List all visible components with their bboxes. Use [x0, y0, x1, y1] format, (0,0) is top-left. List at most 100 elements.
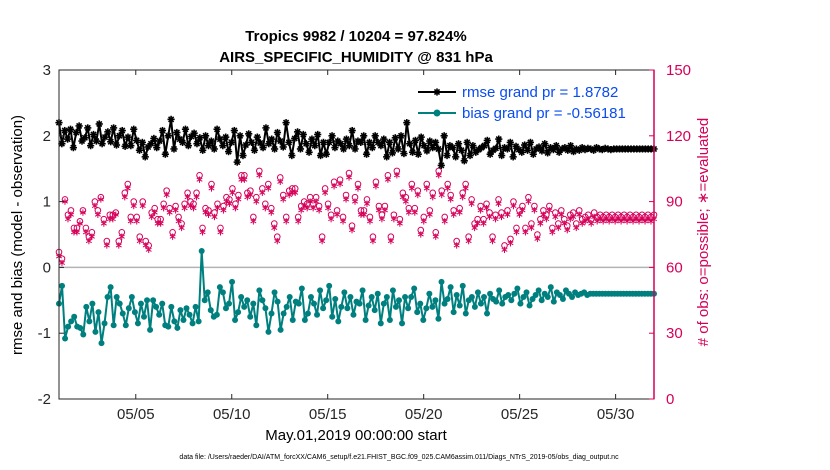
evaluated-point	[426, 211, 433, 218]
evaluated-point	[298, 207, 305, 214]
evaluated-point	[184, 194, 191, 201]
bias-point	[371, 307, 378, 314]
rmse-point	[64, 135, 72, 143]
rmse-point	[236, 132, 244, 140]
bias-point	[347, 294, 354, 301]
bias-point	[171, 318, 178, 325]
rmse-point	[173, 128, 181, 137]
rmse-point	[529, 150, 537, 158]
evaluated-point	[118, 233, 125, 240]
footnote: data file: /Users/raeder/DAI/ATM_forcXX/…	[179, 454, 619, 461]
bias-point	[216, 284, 223, 291]
bias-point	[262, 305, 269, 312]
evaluated-point	[100, 220, 107, 227]
bias-point	[468, 294, 475, 301]
rmse-point	[466, 151, 474, 160]
bias-point	[365, 302, 372, 309]
bias-point	[326, 282, 333, 289]
evaluated-point	[280, 196, 287, 203]
rmse-point	[69, 144, 77, 152]
rmse-point	[170, 145, 178, 153]
bias-point	[484, 310, 491, 317]
bias-point	[159, 300, 166, 307]
evaluated-point	[109, 215, 116, 223]
evaluated-point	[480, 220, 487, 227]
evaluated-point	[405, 209, 412, 216]
evaluated-point	[166, 209, 173, 216]
bias-point	[168, 303, 175, 310]
rmse-point	[233, 158, 241, 166]
rmse-point	[509, 153, 517, 161]
legend-bias-label: bias grand pr = -0.56181	[462, 105, 626, 122]
bias-point	[338, 303, 345, 310]
bias-point	[399, 320, 406, 327]
y-right-tick-label: 0	[666, 391, 674, 408]
bias-point	[520, 294, 527, 301]
rmse-point	[222, 133, 230, 141]
rmse-point	[115, 132, 123, 140]
evaluated-point	[247, 191, 254, 199]
evaluated-point	[295, 218, 302, 225]
rmse-point	[219, 142, 227, 150]
evaluated-point	[175, 218, 182, 225]
rmse-point	[259, 144, 267, 152]
evaluated-point	[58, 259, 66, 267]
bias-point	[526, 302, 533, 309]
evaluated-point	[169, 233, 176, 240]
rmse-point	[98, 140, 106, 148]
bias-point	[89, 300, 96, 307]
bias-point	[253, 322, 260, 329]
rmse-point	[133, 136, 141, 145]
evaluated-point	[340, 218, 347, 225]
rmse-point	[84, 124, 92, 132]
evaluated-point	[459, 194, 466, 201]
bias-point	[286, 294, 293, 301]
bias-point	[289, 317, 296, 324]
evaluated-point	[447, 196, 454, 203]
rmse-point	[434, 145, 443, 153]
rmse-point	[199, 146, 207, 154]
evaluated-point	[304, 204, 311, 212]
evaluated-point	[88, 233, 95, 240]
x-tick-label: 05/10	[213, 406, 251, 423]
evaluated-point	[522, 229, 529, 236]
evaluated-point	[211, 213, 218, 221]
rmse-point	[503, 145, 512, 153]
bias-point	[511, 290, 518, 297]
bias-point	[550, 298, 557, 305]
legend-box	[414, 77, 650, 124]
evaluated-point	[441, 218, 448, 225]
rmse-point	[124, 133, 132, 141]
rmse-point	[112, 141, 121, 149]
evaluated-point	[408, 185, 415, 192]
y-left-tick-label: 1	[43, 194, 51, 211]
evaluated-point	[142, 242, 149, 249]
evaluated-point	[504, 211, 511, 218]
y-left-tick-label: -1	[38, 325, 51, 342]
bias-point	[128, 294, 135, 301]
rmse-point	[371, 132, 379, 140]
rmse-point	[348, 126, 356, 135]
evaluated-point	[337, 180, 344, 188]
bias-point	[92, 328, 99, 335]
evaluated-point	[274, 237, 281, 245]
rmse-point	[544, 149, 552, 157]
rmse-point	[61, 126, 69, 135]
rmse-point	[118, 126, 126, 135]
rmse-point	[357, 138, 365, 146]
bias-point	[180, 317, 187, 324]
bias-point	[125, 305, 132, 312]
evaluated-point	[124, 185, 131, 192]
rmse-point	[437, 161, 445, 170]
bias-point	[450, 309, 457, 316]
rmse-point	[193, 140, 201, 148]
rmse-point	[242, 141, 250, 149]
evaluated-point	[151, 209, 158, 216]
rmse-point	[210, 145, 218, 153]
chart-title-line2: AIRS_SPECIFIC_HUMIDITY @ 831 hPa	[219, 49, 493, 66]
legend: rmse grand pr = 1.8782 bias grand pr = -…	[414, 77, 650, 124]
chart-title-line1: Tropics 9982 / 10204 = 97.824%	[245, 28, 466, 45]
rmse-point	[423, 147, 431, 155]
evaluated-point	[495, 200, 502, 207]
bias-point	[444, 295, 451, 302]
